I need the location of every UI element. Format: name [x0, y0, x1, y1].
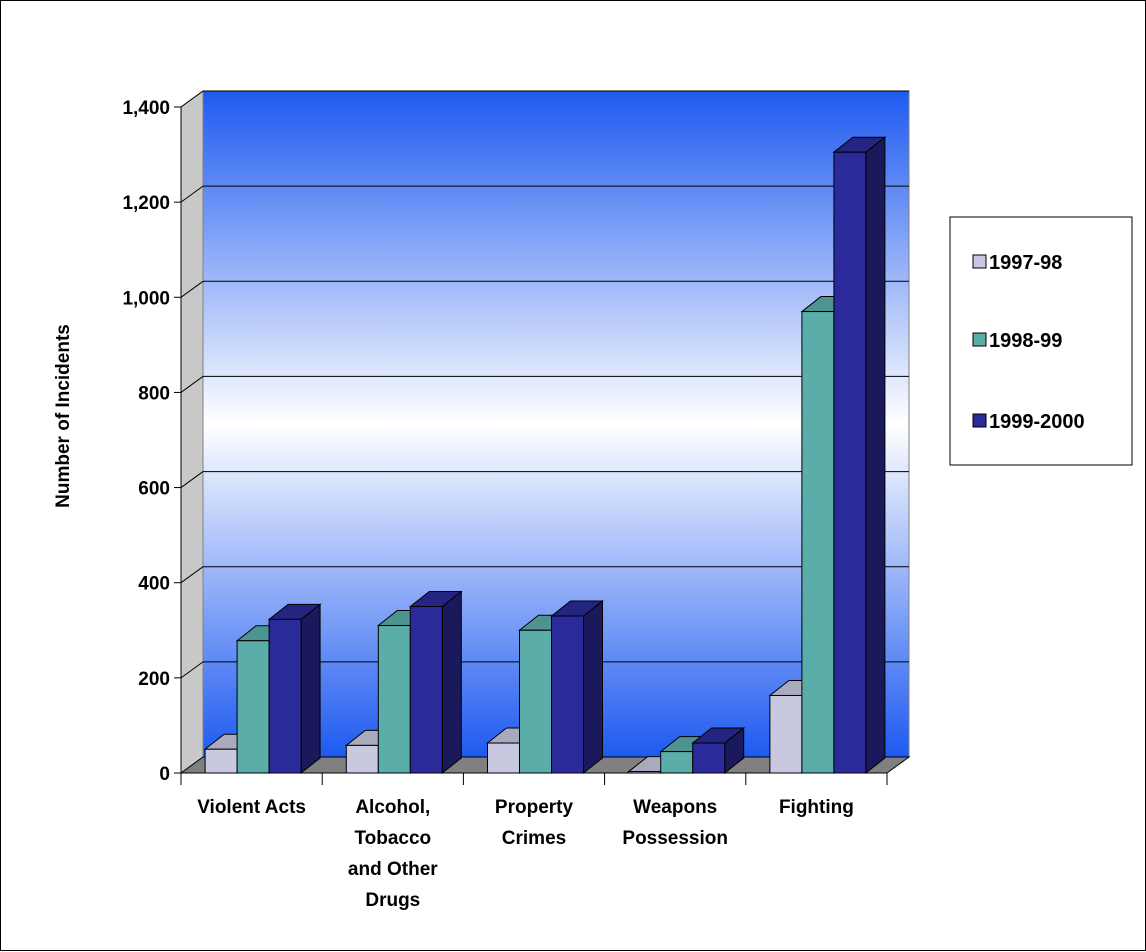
legend-swatch [972, 332, 987, 347]
bar-front [692, 742, 726, 774]
axes [174, 106, 888, 785]
bar-front [833, 151, 867, 774]
bar-side [300, 603, 321, 775]
legend-label: 1998-99 [989, 330, 1062, 352]
y-tick-label: 400 [138, 574, 170, 595]
bar [408, 590, 463, 775]
legend-item: 1997-98 [972, 252, 1062, 274]
bar-front [377, 625, 411, 774]
gridline-side [180, 566, 204, 584]
bar-front [268, 618, 302, 774]
x-category-label: Fighting [779, 797, 854, 818]
bar-front [660, 751, 694, 774]
legend-item: 1998-99 [972, 330, 1062, 352]
bars [203, 136, 887, 775]
y-tick-label: 800 [138, 383, 170, 404]
legend-item: 1999-2000 [972, 411, 1085, 433]
gridline-side [180, 471, 204, 488]
y-tick-label: 200 [138, 669, 170, 690]
x-category-label: Violent Acts [197, 797, 306, 818]
bar-front [204, 748, 238, 774]
gridline-side [180, 90, 204, 108]
y-tick-labels: 0 200 400 600 800 1,000 1,200 1,400 [122, 98, 170, 785]
bar-front [801, 311, 835, 774]
bar-front [519, 629, 552, 774]
bar-front [487, 742, 520, 774]
bar-front [769, 694, 803, 774]
gridline-side [180, 280, 204, 298]
y-tick-label: 1,000 [122, 288, 170, 309]
y-tick-label: 1,400 [122, 98, 170, 119]
y-axis-title: Number of Incidents [53, 324, 74, 508]
bar-front [345, 744, 379, 774]
side-wall [180, 90, 204, 774]
legend-label: 1997-98 [989, 252, 1062, 274]
legend: 1997-98 1998-99 1999-2000 [949, 216, 1133, 466]
x-category-label: Alcohol, Tobacco and Other Drugs [348, 797, 438, 911]
gridline-side [180, 661, 204, 679]
bar [832, 136, 887, 775]
bar-front [551, 615, 584, 774]
legend-swatch [972, 254, 987, 269]
bar-front [409, 606, 443, 774]
x-category-label: Property Crimes [495, 797, 574, 849]
bar [550, 599, 604, 775]
bar-side [441, 590, 462, 775]
gridline-side [180, 185, 204, 203]
y-tick-label: 600 [138, 479, 170, 500]
bar [691, 726, 746, 775]
x-category-label: Weapons Possession [622, 797, 728, 849]
x-category-labels: Violent Acts Alcohol, Tobacco and Other Drug… [197, 797, 854, 911]
legend-swatch [972, 413, 987, 428]
gridline-side [180, 376, 204, 393]
legend-label: 1999-2000 [989, 411, 1085, 433]
bar [267, 603, 322, 775]
y-tick-label: 1,200 [122, 193, 170, 214]
y-tick-label: 0 [159, 764, 170, 785]
bar-side [583, 599, 603, 775]
bar-side [865, 136, 886, 775]
bar-front [236, 640, 270, 774]
